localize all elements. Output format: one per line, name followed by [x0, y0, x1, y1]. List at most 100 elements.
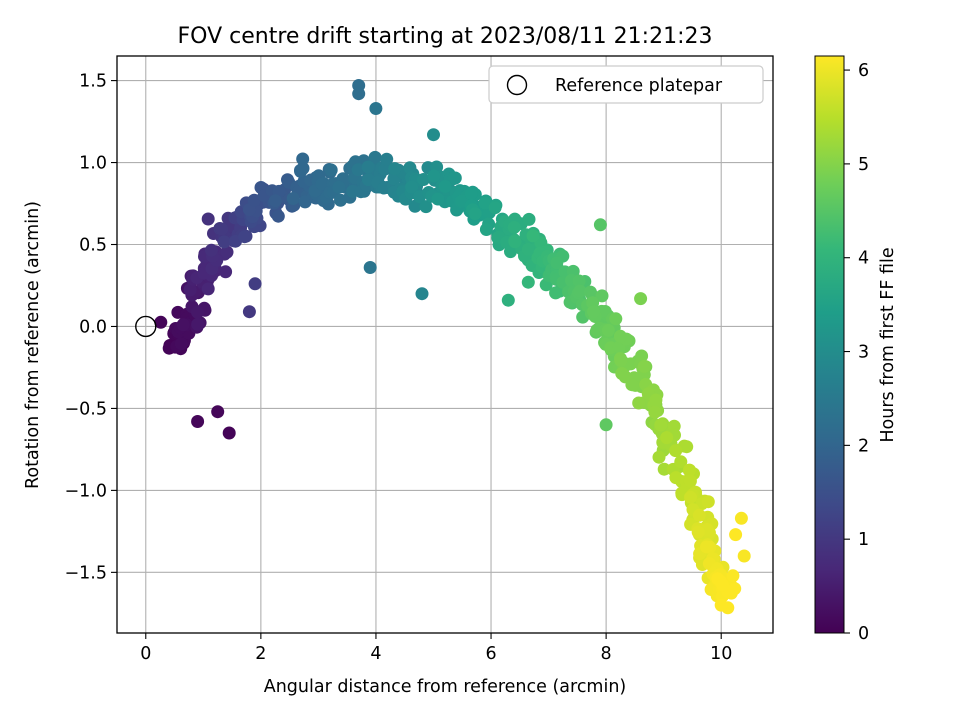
scatter-point [242, 305, 256, 319]
scatter-point [669, 471, 683, 485]
scatter-point [352, 87, 366, 101]
scatter-point [729, 528, 743, 542]
scatter-point [201, 212, 215, 226]
scatter-point [415, 287, 429, 301]
x-tick-label: 2 [255, 644, 266, 664]
scatter-point [408, 199, 422, 213]
scatter-point [593, 218, 607, 232]
scatter-point [315, 177, 329, 191]
x-tick-label: 10 [710, 644, 732, 664]
scatter-point [634, 292, 648, 306]
colorbar-tick-label: 6 [858, 61, 869, 81]
x-tick-label: 8 [601, 644, 612, 664]
scatter-point [701, 495, 715, 509]
legend-label: Reference platepar [555, 76, 723, 96]
scatter-point [714, 598, 728, 612]
scatter-point [238, 230, 252, 244]
scatter-point [204, 243, 218, 257]
scatter-point [572, 274, 586, 288]
scatter-point [438, 180, 452, 193]
scatter-point [380, 152, 394, 166]
scatter-point [618, 370, 632, 384]
scatter-point [726, 569, 740, 583]
chart-title: FOV centre drift starting at 2023/08/11 … [178, 24, 713, 49]
plot-frame [116, 55, 774, 634]
scatter-point [154, 315, 168, 329]
scatter-point [652, 450, 666, 464]
scatter-point [405, 180, 419, 194]
scatter-point [660, 431, 674, 445]
reference-marker-layer [135, 315, 157, 338]
scatter-point [201, 282, 215, 296]
scatter-point [286, 192, 300, 205]
scatter-point [674, 455, 688, 469]
scatter-point [595, 289, 609, 303]
scatter-point [464, 187, 478, 201]
scatter-point [507, 220, 521, 234]
scatter-point [691, 525, 705, 539]
legend-reference-marker [506, 74, 528, 96]
scatter-point [700, 540, 713, 554]
reference-platepar-marker [135, 315, 157, 338]
scatter-point [431, 192, 445, 206]
scatter-point [388, 162, 402, 176]
scatter-point [378, 162, 392, 176]
legend-frame [488, 65, 764, 104]
scatter-point [211, 405, 225, 419]
scatter-point [324, 163, 338, 177]
scatter-point [219, 265, 233, 279]
y-tick-label: 0.0 [79, 317, 107, 337]
colorbar-tick-label: 0 [858, 624, 869, 644]
colorbar-label: Hours from first FF file [878, 247, 898, 442]
scatter-point [521, 275, 535, 289]
scatter-point [176, 318, 190, 332]
scatter-point [191, 317, 205, 331]
x-axis-ticks: 0 2 4 6 8 10 [140, 633, 732, 664]
scatter-point [613, 329, 627, 343]
scatter-point [601, 323, 615, 337]
scatter-point [369, 102, 383, 115]
scatter-point [351, 163, 365, 177]
y-axis-label: Rotation from reference (arcmin) [23, 201, 43, 489]
scatter-point [468, 207, 482, 221]
scatter-points [154, 79, 751, 615]
scatter-point [501, 293, 515, 307]
colorbar-tick-label: 4 [858, 249, 869, 269]
x-tick-label: 6 [485, 644, 496, 664]
scatter-point [296, 161, 310, 175]
scatter-point [649, 393, 663, 407]
scatter-point [427, 128, 440, 142]
x-axis-label: Angular distance from reference (arcmin) [264, 677, 627, 697]
scatter-point [683, 474, 697, 488]
scatter-point [191, 415, 205, 428]
legend: Reference platepar [488, 65, 764, 104]
scatter-point [183, 283, 197, 297]
scatter-point [737, 549, 751, 563]
colorbar-tick-label: 1 [858, 530, 869, 550]
scatter-point [479, 223, 493, 236]
scatter-point [684, 490, 697, 504]
y-tick-label: 1.5 [79, 72, 107, 92]
scatter-point [587, 305, 600, 319]
colorbar-tick-label: 2 [858, 436, 869, 456]
colorbar-ticks: 0 1 2 3 4 5 6 [844, 61, 869, 644]
scatter-point [368, 150, 382, 164]
colorbar [814, 55, 845, 634]
scatter-point [191, 305, 204, 319]
y-tick-label: 0.5 [79, 236, 107, 256]
scatter-point [680, 440, 694, 454]
scatter-point [734, 511, 748, 525]
scatter-point [448, 171, 462, 185]
x-tick-label: 4 [370, 644, 381, 664]
scatter-point [614, 354, 628, 367]
scatter-point [403, 161, 417, 175]
scatter-point [247, 193, 261, 207]
scatter-point [609, 312, 623, 326]
scatter-point [549, 286, 563, 300]
colorbar-tick-label: 3 [858, 343, 869, 363]
scatter-point [268, 194, 282, 208]
scatter-point [504, 245, 517, 259]
scatter-point [417, 173, 430, 186]
scatter-point [526, 229, 540, 243]
